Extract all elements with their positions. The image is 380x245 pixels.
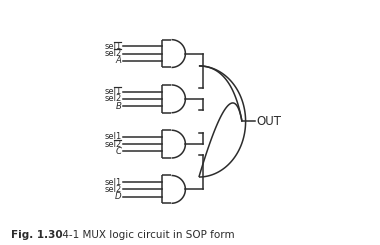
Text: Fig. 1.30: Fig. 1.30 — [11, 230, 63, 240]
Text: sel1: sel1 — [104, 132, 122, 141]
Text: 4-1 MUX logic circuit in SOP form: 4-1 MUX logic circuit in SOP form — [59, 230, 234, 240]
Text: B: B — [116, 102, 122, 111]
Text: OUT: OUT — [256, 115, 281, 128]
Text: sel1: sel1 — [104, 87, 122, 96]
Text: D: D — [115, 192, 122, 201]
Text: sel2: sel2 — [104, 94, 122, 103]
Text: sel2: sel2 — [104, 140, 122, 149]
Text: sel2: sel2 — [104, 49, 122, 58]
Text: A: A — [116, 56, 122, 65]
Text: C: C — [116, 147, 122, 156]
Text: sel2: sel2 — [104, 185, 122, 194]
Text: sel1: sel1 — [104, 42, 122, 51]
Text: sel1: sel1 — [104, 178, 122, 187]
